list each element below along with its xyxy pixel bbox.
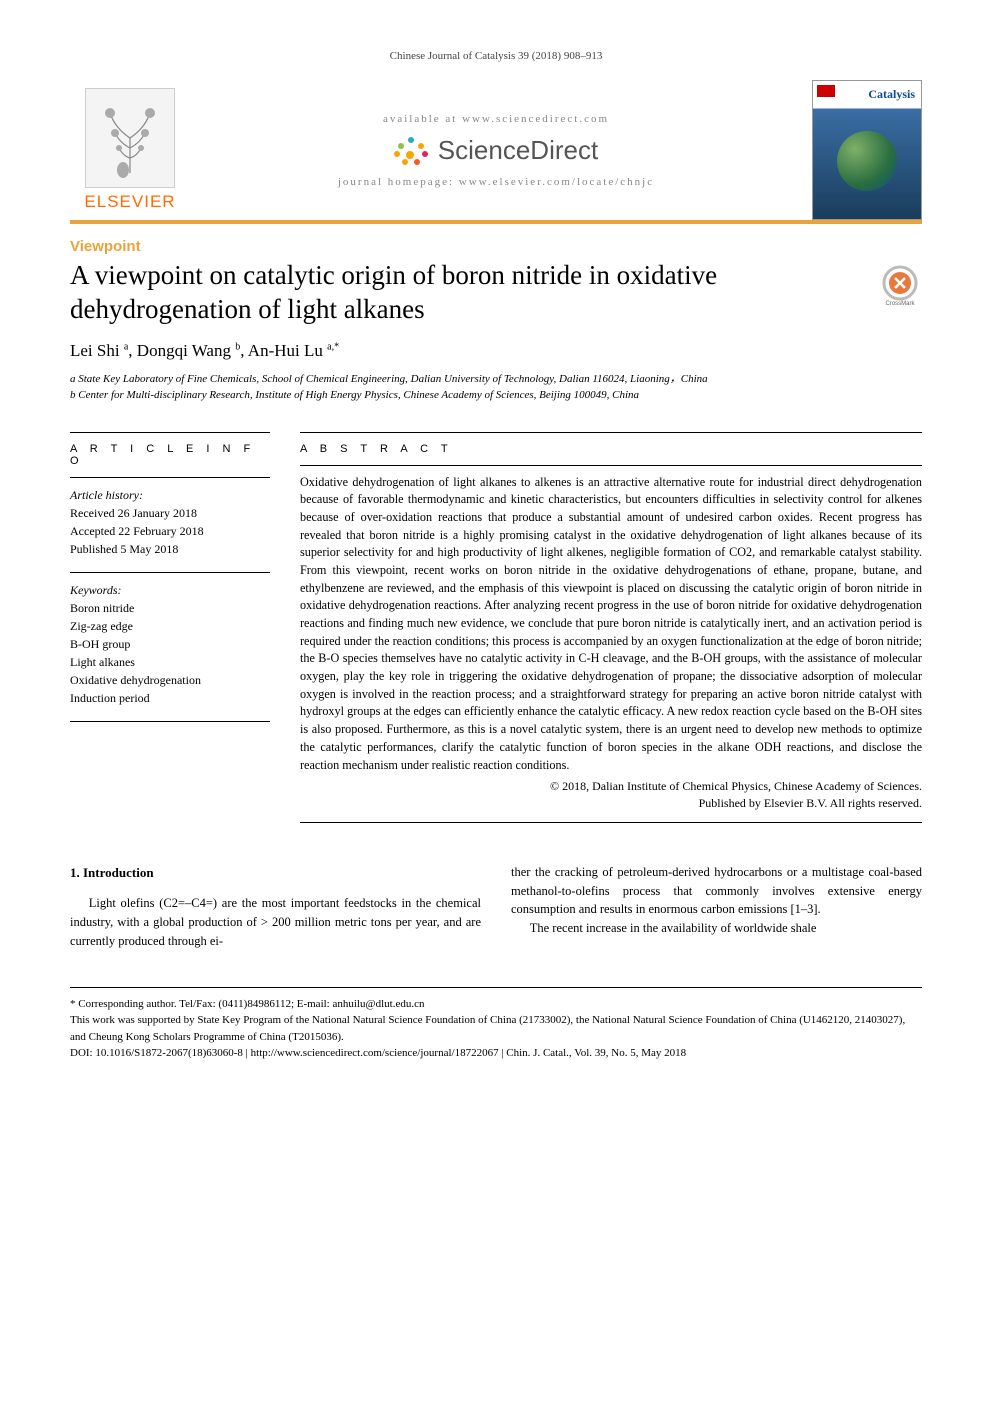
body-para-2: The recent increase in the availability …	[511, 919, 922, 938]
article-info-column: A R T I C L E I N F O Article history: R…	[70, 432, 270, 823]
authors-line: Lei Shi a, Dongqi Wang b, An-Hui Lu a,*	[70, 341, 922, 361]
history-accepted: Accepted 22 February 2018	[70, 522, 270, 540]
abstract-text: Oxidative dehydrogenation of light alkan…	[300, 465, 922, 775]
publisher-logo-block: ELSEVIER	[70, 80, 190, 220]
journal-cover-block: Catalysis	[802, 80, 922, 220]
publisher-name: ELSEVIER	[84, 192, 175, 212]
keyword-4: Oxidative dehydrogenation	[70, 671, 270, 689]
footnote-corresponding: * Corresponding author. Tel/Fax: (0411)8…	[70, 996, 922, 1013]
available-at-text: available at www.sciencedirect.com	[383, 113, 609, 125]
article-title: A viewpoint on catalytic origin of boron…	[70, 259, 866, 327]
history-published: Published 5 May 2018	[70, 540, 270, 558]
header-center: available at www.sciencedirect.com Scien…	[190, 80, 802, 220]
cover-brand-text: Catalysis	[868, 87, 915, 102]
article-body: 1. Introduction Light olefins (C2=–C4=) …	[70, 863, 922, 951]
section-1-heading: 1. Introduction	[70, 863, 481, 883]
crossmark-icon[interactable]: CrossMark	[878, 263, 922, 307]
body-para-1a: Light olefins (C2=–C4=) are the most imp…	[70, 894, 481, 950]
copyright-line-1: © 2018, Dalian Institute of Chemical Phy…	[300, 778, 922, 795]
journal-homepage-text: journal homepage: www.elsevier.com/locat…	[338, 176, 654, 188]
keyword-0: Boron nitride	[70, 599, 270, 617]
footnote-doi: DOI: 10.1016/S1872-2067(18)63060-8 | htt…	[70, 1045, 922, 1062]
history-heading: Article history:	[70, 486, 270, 504]
author-3-affil: a,*	[327, 341, 339, 352]
author-3: An-Hui Lu	[248, 341, 323, 360]
author-1-affil: a	[124, 341, 128, 352]
footnotes: * Corresponding author. Tel/Fax: (0411)8…	[70, 987, 922, 1062]
keywords-block: Keywords: Boron nitride Zig-zag edge B-O…	[70, 572, 270, 707]
keyword-1: Zig-zag edge	[70, 617, 270, 635]
author-1: Lei Shi	[70, 341, 120, 360]
author-2-affil: b	[235, 341, 240, 352]
keyword-3: Light alkanes	[70, 653, 270, 671]
elsevier-tree-icon	[85, 88, 175, 188]
keyword-2: B-OH group	[70, 635, 270, 653]
sd-brand-text: ScienceDirect	[438, 135, 598, 166]
svg-text:CrossMark: CrossMark	[885, 301, 915, 307]
copyright-line-2: Published by Elsevier B.V. All rights re…	[300, 795, 922, 812]
history-received: Received 26 January 2018	[70, 504, 270, 522]
article-history-block: Article history: Received 26 January 201…	[70, 477, 270, 558]
article-info-heading: A R T I C L E I N F O	[70, 432, 270, 467]
sciencedirect-logo: ScienceDirect	[394, 135, 598, 166]
affiliation-b: b Center for Multi-disciplinary Research…	[70, 387, 922, 404]
author-2: Dongqi Wang	[137, 341, 231, 360]
journal-header: ELSEVIER available at www.sciencedirect.…	[70, 80, 922, 224]
copyright-block: © 2018, Dalian Institute of Chemical Phy…	[300, 778, 922, 812]
sd-swirl-icon	[394, 135, 430, 165]
footnote-funding: This work was supported by State Key Pro…	[70, 1012, 922, 1045]
abstract-column: A B S T R A C T Oxidative dehydrogenatio…	[300, 432, 922, 823]
keyword-5: Induction period	[70, 689, 270, 707]
article-type-label: Viewpoint	[70, 238, 922, 255]
keywords-heading: Keywords:	[70, 581, 270, 599]
affiliation-a: a State Key Laboratory of Fine Chemicals…	[70, 371, 922, 388]
body-para-1b: ther the cracking of petroleum-derived h…	[511, 863, 922, 919]
running-head: Chinese Journal of Catalysis 39 (2018) 9…	[70, 50, 922, 62]
affiliations: a State Key Laboratory of Fine Chemicals…	[70, 371, 922, 404]
journal-cover-thumbnail: Catalysis	[812, 80, 922, 220]
abstract-heading: A B S T R A C T	[300, 432, 922, 455]
